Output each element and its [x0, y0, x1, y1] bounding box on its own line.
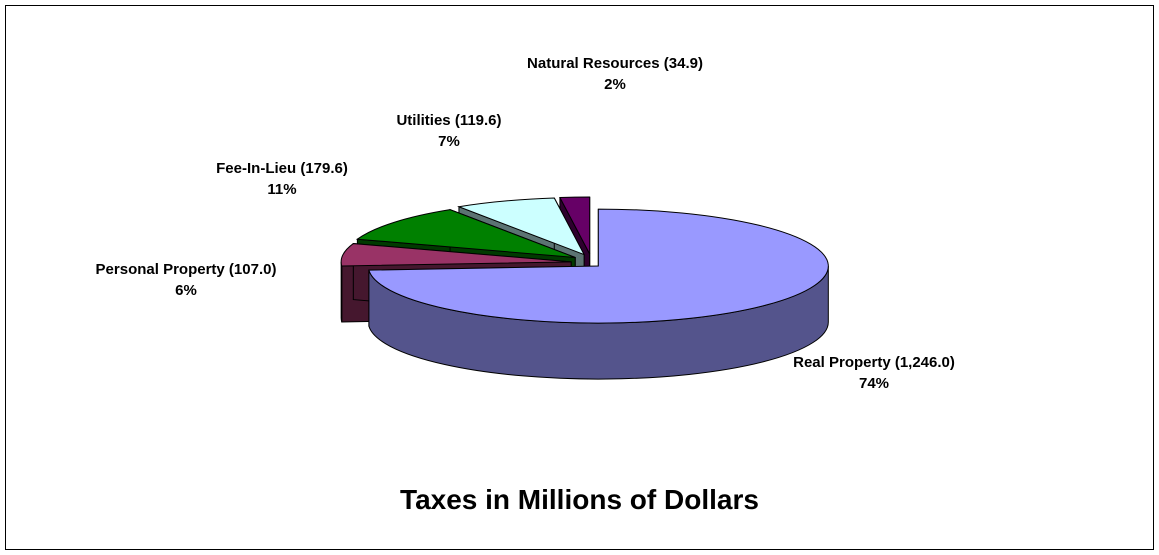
label-real-property: Real Property (1,246.0) 74%	[793, 352, 955, 394]
label-personal-property-percent: 6%	[175, 282, 197, 299]
label-real-property-percent: 74%	[858, 375, 890, 392]
pie-side-personal-property	[340, 261, 343, 323]
chart-area: Real Property (1,246.0) 74% Personal Pro…	[5, 5, 1154, 550]
label-fee-in-lieu-percent: 11%	[267, 181, 297, 198]
label-utilities: Utilities (119.6) 7%	[396, 110, 501, 152]
chart-title: Taxes in Millions of Dollars	[400, 484, 759, 515]
label-natural-resources-title: Natural Resources (34.9)	[527, 55, 703, 72]
label-utilities-title: Utilities (119.6)	[396, 112, 502, 129]
label-fee-in-lieu: Fee-In-Lieu (179.6) 11%	[216, 158, 348, 200]
pie-slice-fee-in-lieu	[355, 209, 576, 258]
label-utilities-percent: 7%	[438, 133, 460, 150]
label-fee-in-lieu-title: Fee-In-Lieu (179.6)	[216, 160, 348, 177]
pie-slice-personal-property	[340, 243, 572, 267]
label-personal-property-title: Personal Property (107.0)	[95, 261, 277, 278]
label-real-property-title: Real Property (1,246.0)	[793, 354, 955, 371]
label-personal-property: Personal Property (107.0) 6%	[96, 259, 277, 301]
pie-chart	[340, 196, 829, 380]
label-natural-resources-percent: 2%	[604, 76, 626, 93]
pie-slice-real-property	[368, 208, 829, 324]
pie-slice-utilities	[457, 197, 586, 256]
pie-slice-natural-resources	[559, 196, 591, 255]
label-natural-resources: Natural Resources (34.9) 2%	[527, 53, 703, 95]
